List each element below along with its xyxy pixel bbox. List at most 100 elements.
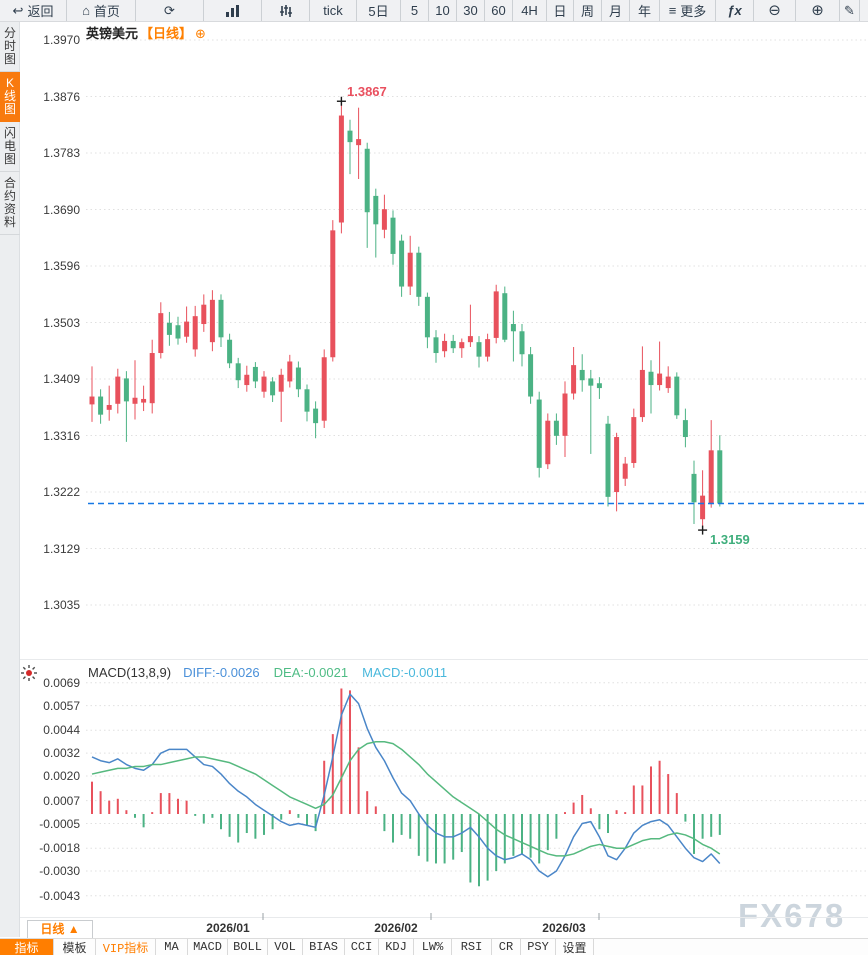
toolbar-button-m5[interactable]: 5 [401, 0, 429, 21]
time-axis-label: 2026/02 [374, 921, 418, 935]
toolbar-button-week[interactable]: 周 [574, 0, 602, 21]
toolbar-button-day[interactable]: 日 [547, 0, 574, 21]
toolbar-button-refresh[interactable]: ⟳ [136, 0, 204, 21]
candle-body [596, 383, 602, 389]
candle-body [98, 396, 104, 415]
toolbar-button-zout[interactable]: ⊖ [754, 0, 796, 21]
toolbar-button-more[interactable]: ≡ 更多 [660, 0, 716, 21]
add-indicator-icon[interactable]: ⊕ [195, 26, 206, 41]
candle-body [252, 366, 258, 382]
toolbar-label-month: 月 [608, 4, 622, 19]
sidebar-tab-char: 合 [3, 176, 16, 190]
candle-body [562, 393, 568, 436]
price-axis-label: 1.3690 [43, 202, 80, 217]
sidebar-tab-time-chart[interactable]: 分时图 [0, 22, 20, 72]
indicator-tab-设置[interactable]: 设置 [556, 939, 594, 956]
time-axis-label: 2026/03 [542, 921, 586, 935]
price-axis-label: 1.3316 [43, 428, 80, 443]
indicator-tab-LW%[interactable]: LW% [414, 939, 452, 955]
toolbar-button-m60[interactable]: 60 [485, 0, 513, 21]
macd-axis-label: -0.0018 [39, 841, 80, 856]
macd-axis-label: -0.0005 [39, 816, 80, 831]
toolbar-button-zin[interactable]: ⊕ [796, 0, 840, 21]
toolbar-label-m10: 10 [435, 3, 450, 18]
indicator-tab-MA[interactable]: MA [156, 939, 188, 955]
sidebar-tab-char: 图 [3, 102, 16, 116]
toolbar-button-d5[interactable]: 5日 [357, 0, 401, 21]
toolbar-button-back[interactable]: ↩ 返回 [0, 0, 67, 21]
candle-body [123, 378, 129, 402]
macd-diff-line [91, 693, 721, 878]
toolbar-button-month[interactable]: 月 [602, 0, 630, 21]
indicator-tab-PSY[interactable]: PSY [521, 939, 556, 955]
indicator-tab-BIAS[interactable]: BIAS [303, 939, 345, 955]
symbol-name: 英镑美元 [86, 26, 139, 41]
candle-body [553, 420, 559, 436]
candle-body [287, 361, 293, 382]
indicator-tab-MACD[interactable]: MACD [188, 939, 228, 955]
indicator-tab-VIP指标[interactable]: VIP指标 [96, 939, 156, 956]
candle-body [485, 339, 491, 357]
sidebar-tab-lightning-chart[interactable]: 闪电图 [0, 122, 20, 172]
candle-body [639, 369, 645, 418]
candle-body [493, 291, 499, 338]
toolbar-button-m30[interactable]: 30 [457, 0, 485, 21]
toolbar-button-m10[interactable]: 10 [429, 0, 457, 21]
candle-body [519, 331, 525, 355]
price-axis-label: 1.3596 [43, 259, 80, 273]
candle-body [579, 369, 585, 381]
toolbar-label-back: 返回 [27, 4, 54, 19]
candle-body [476, 342, 482, 357]
indicator-tab-指标[interactable]: 指标 [0, 939, 54, 956]
toolbar-button-draw[interactable]: ✎ [840, 0, 860, 21]
sidebar-tab-char: 图 [3, 52, 16, 66]
indicator-tab-KDJ[interactable]: KDJ [379, 939, 414, 955]
period-selector[interactable]: 日线 ▲ [27, 920, 93, 939]
toolbar-button-fx[interactable]: ƒx [716, 0, 754, 21]
sidebar-tab-contract-info[interactable]: 合约资料 [0, 172, 20, 235]
candle-body [433, 337, 439, 354]
period-tag: 【日线】 [140, 26, 193, 41]
sidebar-tab-char: 闪 [3, 126, 16, 140]
candle-body [115, 376, 121, 404]
toolbar-button-year[interactable]: 年 [630, 0, 660, 21]
sidebar-tab-char: 图 [3, 152, 16, 166]
candle-body [373, 195, 379, 225]
toolbar-button-home[interactable]: ⌂ 首页 [67, 0, 136, 21]
macd-diff-value: DIFF:-0.0026 [183, 665, 260, 680]
sun-icon[interactable] [20, 664, 38, 682]
candle-body [356, 139, 362, 146]
toolbar-button-h4[interactable]: 4H [513, 0, 547, 21]
candle-body [390, 217, 396, 254]
candle-body [450, 340, 456, 349]
candle-body [622, 463, 628, 479]
macd-axis-label: -0.0043 [39, 888, 80, 903]
indicator-tab-CCI[interactable]: CCI [345, 939, 379, 955]
indicator-tab-RSI[interactable]: RSI [452, 939, 492, 955]
toolbar-button-tick[interactable]: tick [310, 0, 357, 21]
candle-body [536, 399, 542, 468]
indicator-tab-VOL[interactable]: VOL [268, 939, 303, 955]
candle-body [192, 316, 198, 350]
macd-axis-label: 0.0020 [43, 768, 80, 783]
candle-body [605, 423, 611, 497]
candle-body [218, 299, 224, 338]
candle-body [665, 376, 671, 389]
indicator-tab-CR[interactable]: CR [492, 939, 521, 955]
candle-body [407, 252, 413, 287]
indicator-tab-模板[interactable]: 模板 [54, 939, 96, 956]
more-icon: ≡ [668, 3, 677, 18]
price-axis-label: 1.3035 [43, 598, 80, 612]
candle-body [442, 340, 448, 352]
toolbar-button-ohlc[interactable] [262, 0, 310, 21]
candle-body [545, 420, 551, 465]
draw-icon: ✎ [844, 3, 855, 18]
toolbar-button-colchart[interactable] [204, 0, 262, 21]
candle-body [510, 324, 516, 332]
candle-body [141, 398, 147, 403]
indicator-tab-BOLL[interactable]: BOLL [228, 939, 268, 955]
high-price-annotation: 1.3867 [347, 84, 387, 99]
macd-axis-label: 0.0057 [43, 698, 80, 713]
